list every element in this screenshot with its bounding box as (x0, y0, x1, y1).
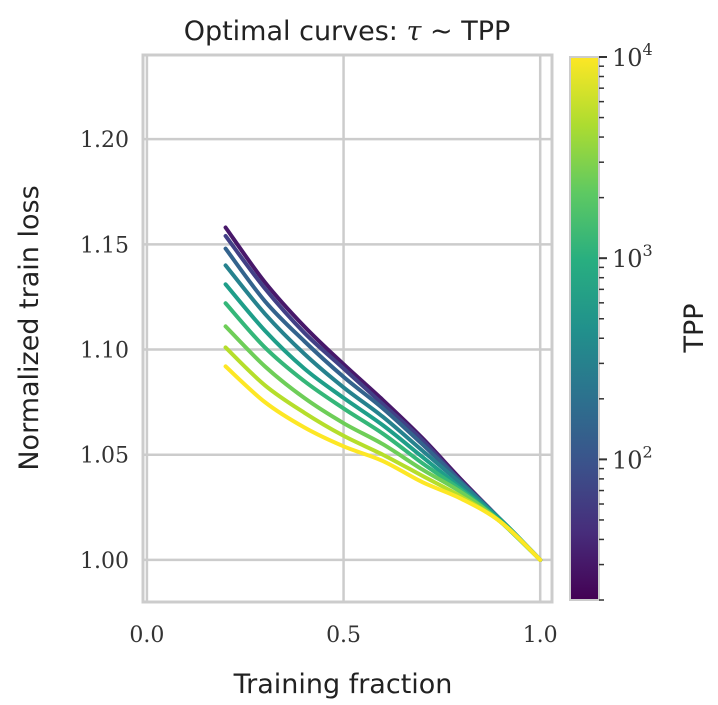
y-tick-label: 1.10 (80, 339, 129, 364)
x-tick-label: 0.0 (129, 623, 164, 648)
title-tau: τ (407, 16, 423, 47)
colorbar (569, 56, 600, 601)
y-tick-label: 1.00 (80, 549, 129, 574)
chart-title: Optimal curves: τ ∼ TPP (184, 16, 511, 47)
colorbar-label: TPP (679, 303, 710, 353)
y-tick-label: 1.15 (80, 233, 129, 258)
series-line-6 (223, 301, 543, 562)
colorbar-tick-label: 102 (612, 442, 653, 474)
x-axis-label: Training fraction (233, 669, 453, 700)
y-tick-label: 1.20 (80, 128, 129, 153)
series-line-9 (223, 364, 543, 562)
x-tick-label: 1.0 (523, 623, 558, 648)
plot-frame (141, 53, 554, 604)
colorbar-tick-label: 104 (612, 40, 653, 72)
grid (143, 55, 552, 602)
series-line-7 (223, 324, 543, 562)
y-axis-label: Normalized train loss (14, 185, 45, 470)
colorbar-tick-label: 103 (612, 241, 653, 273)
series-lines (223, 225, 543, 562)
y-tick-label: 1.05 (80, 444, 129, 469)
x-tick-label: 0.5 (326, 623, 361, 648)
